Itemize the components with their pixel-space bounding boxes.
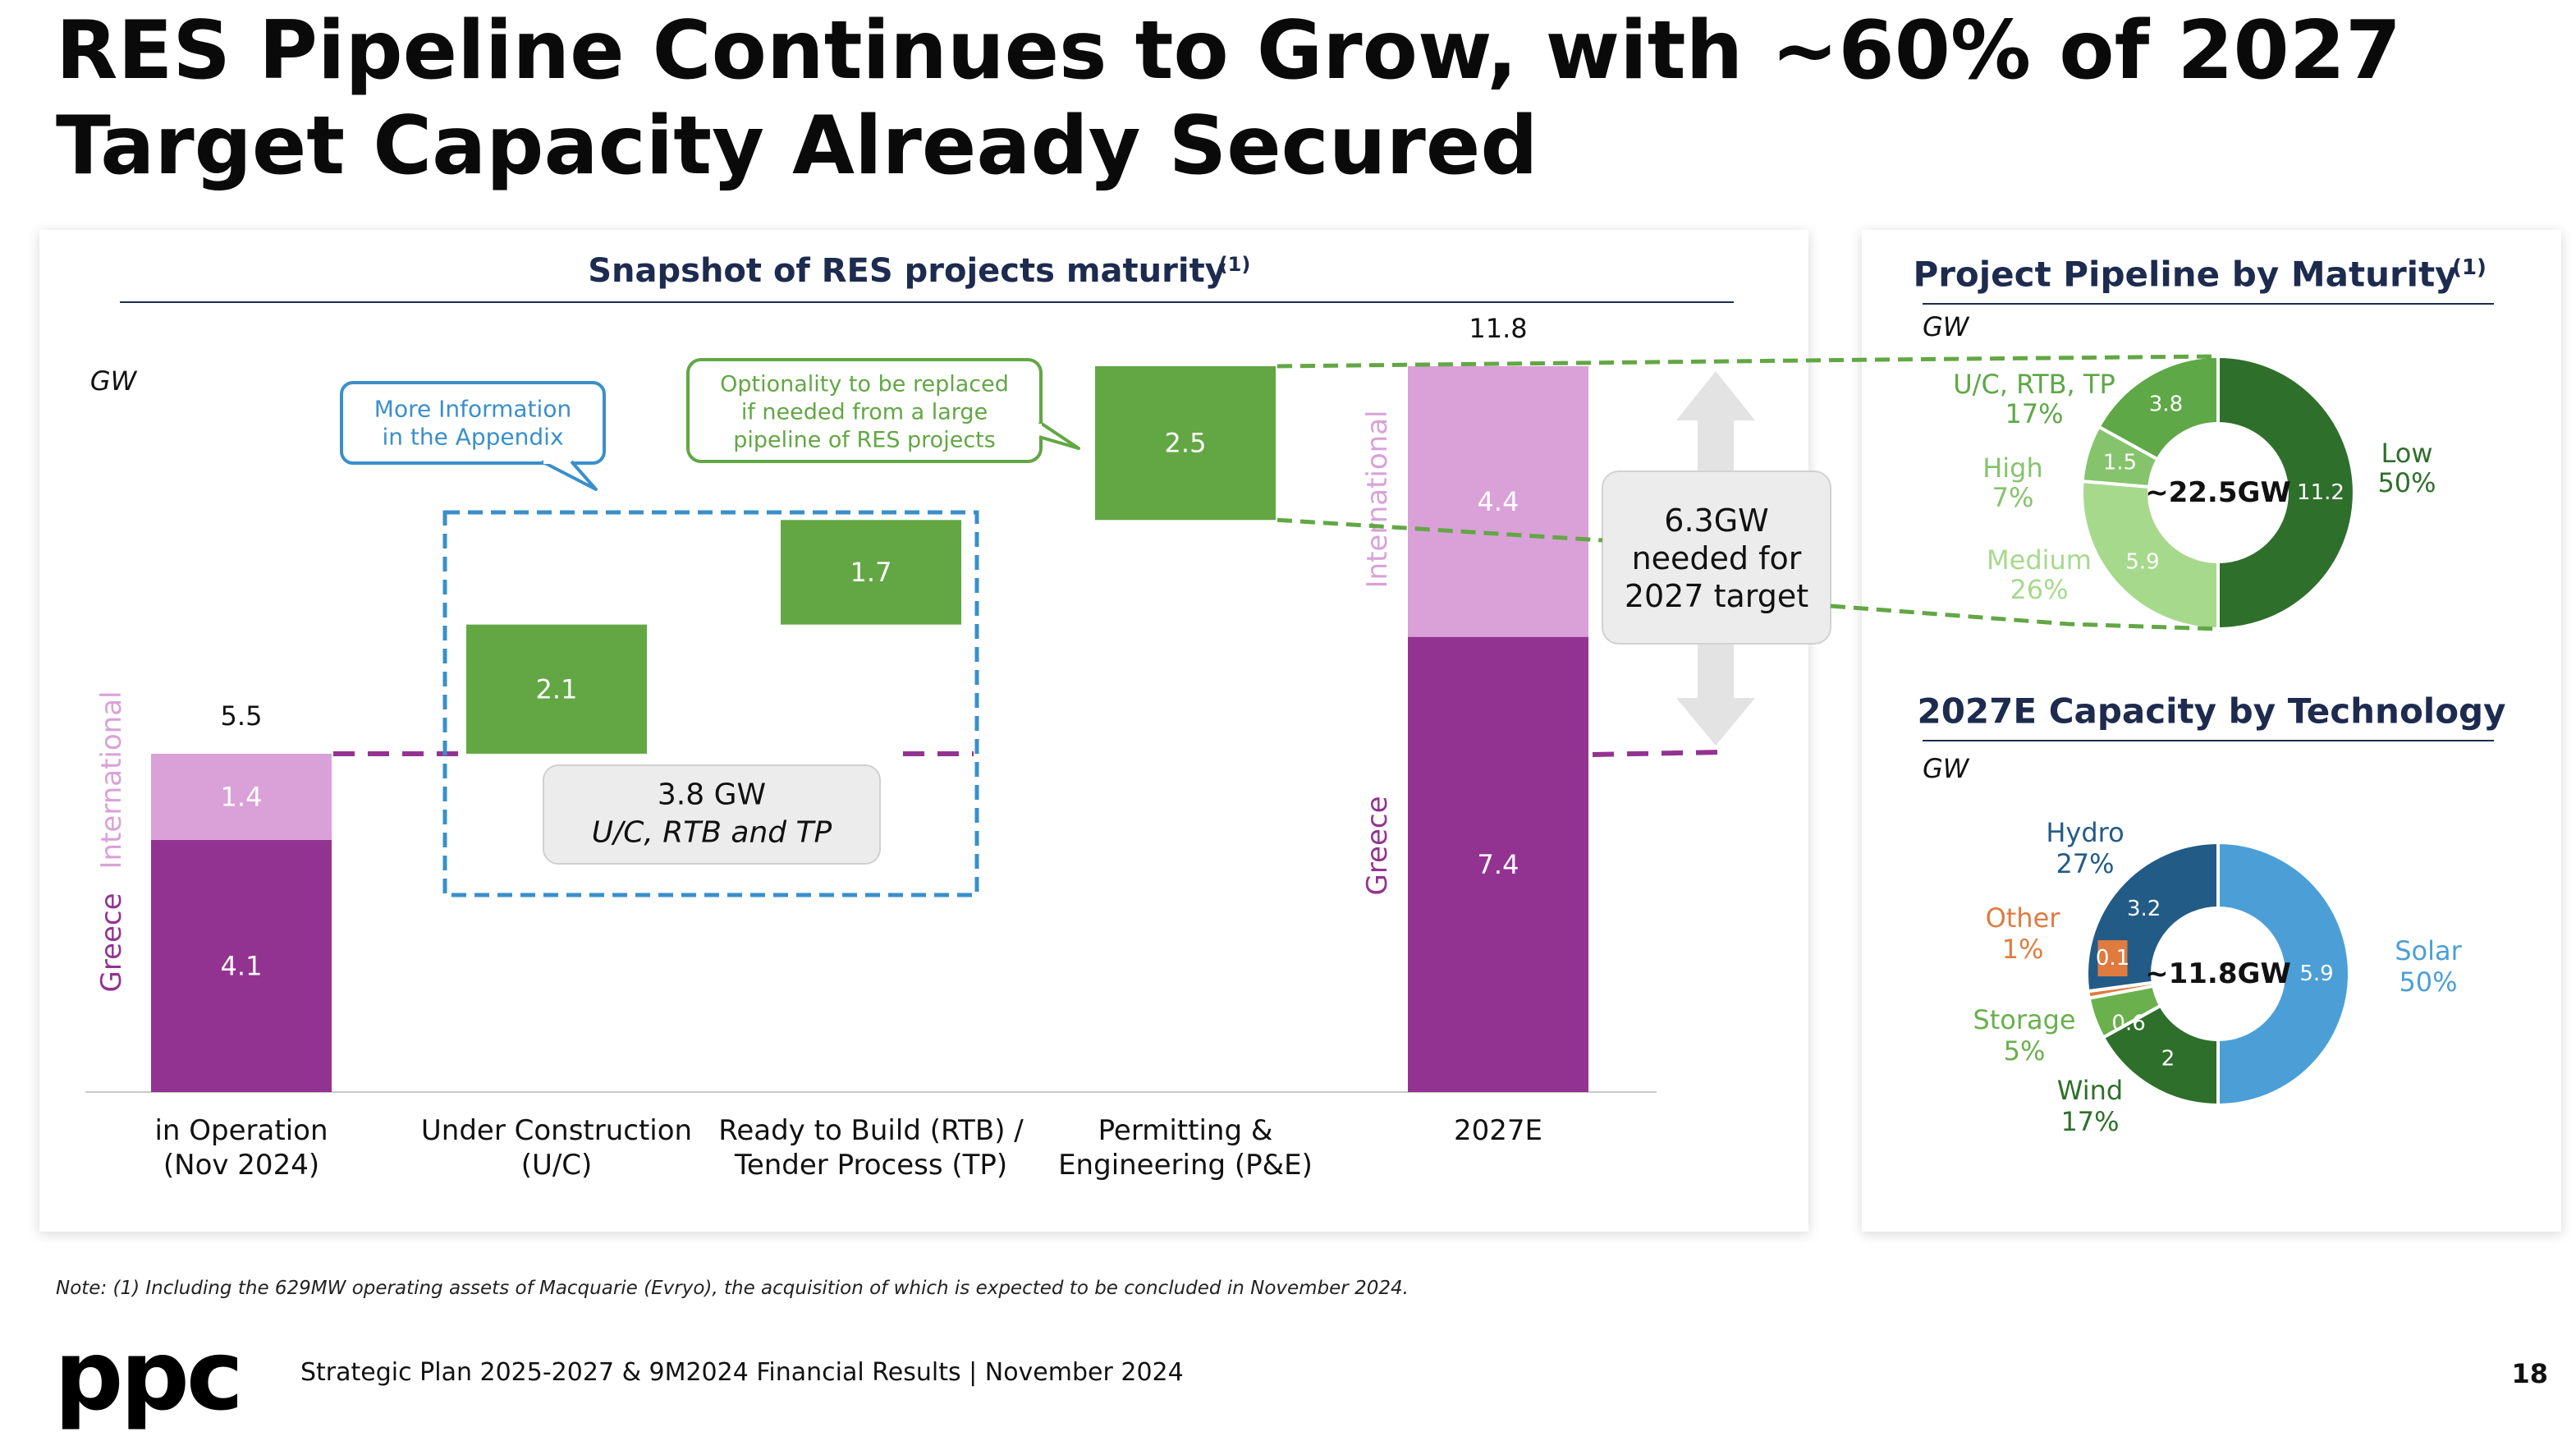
donut2-slice-wind <box>2101 1003 2220 1108</box>
optionality-callout-tail <box>1038 420 1080 450</box>
needed-callout-box <box>1602 470 1831 645</box>
bar-greece-4 <box>1408 636 1588 1092</box>
bar-value-label: 1.4 <box>221 781 263 812</box>
page-number: 18 <box>2511 1358 2548 1389</box>
bar-value-label: 4.4 <box>1478 486 1519 517</box>
slide-title: RES Pipeline Continues to Grow, with ~60… <box>56 4 2402 193</box>
donut2-value-label: 5.9 <box>2299 962 2333 986</box>
secured-bracket <box>442 510 979 897</box>
category-label: (U/C) <box>521 1149 593 1182</box>
donut2-legend-name: Hydro <box>2046 817 2124 848</box>
bar-total-label: 11.8 <box>1469 313 1527 344</box>
donut1-value-label: 3.8 <box>2149 392 2183 416</box>
bar-floating-2 <box>781 520 961 625</box>
donut2-legend-name: Other <box>1986 902 2061 934</box>
appendix-callout-text: More Information <box>374 396 571 423</box>
category-label: Engineering (P&E) <box>1058 1149 1313 1182</box>
donut2-legend-pct: 5% <box>2004 1035 2046 1067</box>
donut1-legend-pct: 26% <box>2010 574 2068 605</box>
donut2-title: 2027E Capacity by Technology <box>1917 691 2505 732</box>
donut1-legend-name: Low <box>2381 438 2432 469</box>
footnote: Note: (1) Including the 629MW operating … <box>56 1278 1409 1299</box>
waterfall-title-sup: (1) <box>1219 253 1251 276</box>
donut1-title: Project Pipeline by Maturity <box>1913 255 2457 295</box>
donut2-slice-solar <box>2216 840 2351 1108</box>
series-label-greece: Greece <box>1361 796 1394 895</box>
donut2-value-label: 0.1 <box>2096 946 2129 971</box>
category-label: Tender Process (TP) <box>734 1149 1007 1182</box>
bar-value-label: 2.1 <box>536 673 578 705</box>
donut1-legend-name: Medium <box>1987 544 2092 576</box>
category-label: (Nov 2024) <box>163 1149 319 1182</box>
donut1-value-label: 11.2 <box>2297 480 2345 505</box>
category-label: Under Construction <box>421 1114 692 1147</box>
optionality-callout-text: Optionality to be replaced <box>720 372 1009 397</box>
needed-callout-text: 2027 target <box>1625 578 1808 614</box>
donut2-unit: GW <box>1923 753 1970 784</box>
donut2-other-marker <box>2097 940 2128 977</box>
donut1-legend-pct: 7% <box>1992 482 2034 513</box>
bar-value-label: 1.7 <box>850 557 892 588</box>
donut1-value-label: 5.9 <box>2125 550 2159 575</box>
donut2-value-label: 3.2 <box>2127 897 2161 921</box>
waterfall-unit-label: GW <box>90 365 138 397</box>
bar-value-label: 4.1 <box>221 950 263 981</box>
bar-international-0 <box>151 753 332 840</box>
bar-floating-3 <box>1095 366 1276 521</box>
bar-greece-0 <box>151 839 332 1092</box>
donut2-value-label: 0.6 <box>2111 1012 2145 1036</box>
donut1-slice-u-c-rtb-tp <box>2096 354 2220 462</box>
donut1-legend-pct: 50% <box>2377 467 2436 498</box>
series-label-international: International <box>95 691 128 870</box>
category-label: Permitting & <box>1098 1114 1273 1147</box>
donut2-legend-pct: 50% <box>2399 966 2457 998</box>
series-label-international: International <box>1361 411 1394 589</box>
donut2-legend-name: Storage <box>1973 1004 2075 1035</box>
appendix-callout <box>340 381 606 465</box>
donut2-legend-name: Wind <box>2057 1075 2123 1106</box>
operating-level-line <box>1592 749 1725 757</box>
optionality-callout-text: if needed from a large <box>741 400 988 425</box>
category-label: in Operation <box>154 1114 328 1147</box>
secured-callout-label: U/C, RTB and TP <box>592 816 832 850</box>
bar-international-4 <box>1408 366 1588 637</box>
donut2-legend-pct: 17% <box>2060 1106 2119 1137</box>
donut1-title-sup: (1) <box>2452 255 2487 280</box>
donut2-legend-pct: 27% <box>2056 848 2114 879</box>
connector-top <box>1277 354 2219 369</box>
donut1-center-label: ~22.5GW <box>2145 476 2291 509</box>
optionality-callout-text: pipeline of RES projects <box>733 428 996 453</box>
connector-bottom <box>1830 604 2219 631</box>
secured-callout-value: 3.8 GW <box>658 778 766 812</box>
donut1-unit: GW <box>1923 311 1970 342</box>
donut1-legend-pct: 17% <box>2005 398 2063 429</box>
footer-text: Strategic Plan 2025-2027 & 9M2024 Financ… <box>300 1358 1184 1387</box>
waterfall-title: Snapshot of RES projects maturity <box>588 252 1226 290</box>
donut1-legend-name: U/C, RTB, TP <box>1953 369 2115 400</box>
appendix-callout-text: in the Appendix <box>382 424 563 451</box>
donut1-value-label: 1.5 <box>2103 451 2137 475</box>
needed-callout-text: needed for <box>1632 540 1802 576</box>
connector-mid <box>1277 517 1603 543</box>
donut2-legend-name: Solar <box>2395 935 2462 966</box>
series-label-greece: Greece <box>95 893 128 992</box>
bar-value-label: 7.4 <box>1478 849 1519 880</box>
optionality-callout <box>686 358 1043 463</box>
appendix-callout-tail <box>541 460 598 491</box>
donut1-slice-medium <box>2080 479 2220 631</box>
category-label: 2027E <box>1454 1114 1542 1147</box>
bar-total-label: 5.5 <box>221 700 263 732</box>
donut1-legend-name: High <box>1982 452 2043 484</box>
bar-value-label: 2.5 <box>1165 428 1207 459</box>
bar-floating-1 <box>466 624 647 754</box>
donut2-center-label: ~11.8GW <box>2145 957 2291 990</box>
category-label: Ready to Build (RTB) / <box>718 1114 1024 1147</box>
needed-callout-text: 6.3GW <box>1664 503 1768 539</box>
ppc-logo: ppc <box>54 1319 244 1432</box>
secured-callout-box <box>543 764 881 865</box>
donut2-legend-pct: 1% <box>2002 934 2044 965</box>
donut2-value-label: 2 <box>2161 1046 2175 1071</box>
donut1-slice-low <box>2216 354 2356 631</box>
